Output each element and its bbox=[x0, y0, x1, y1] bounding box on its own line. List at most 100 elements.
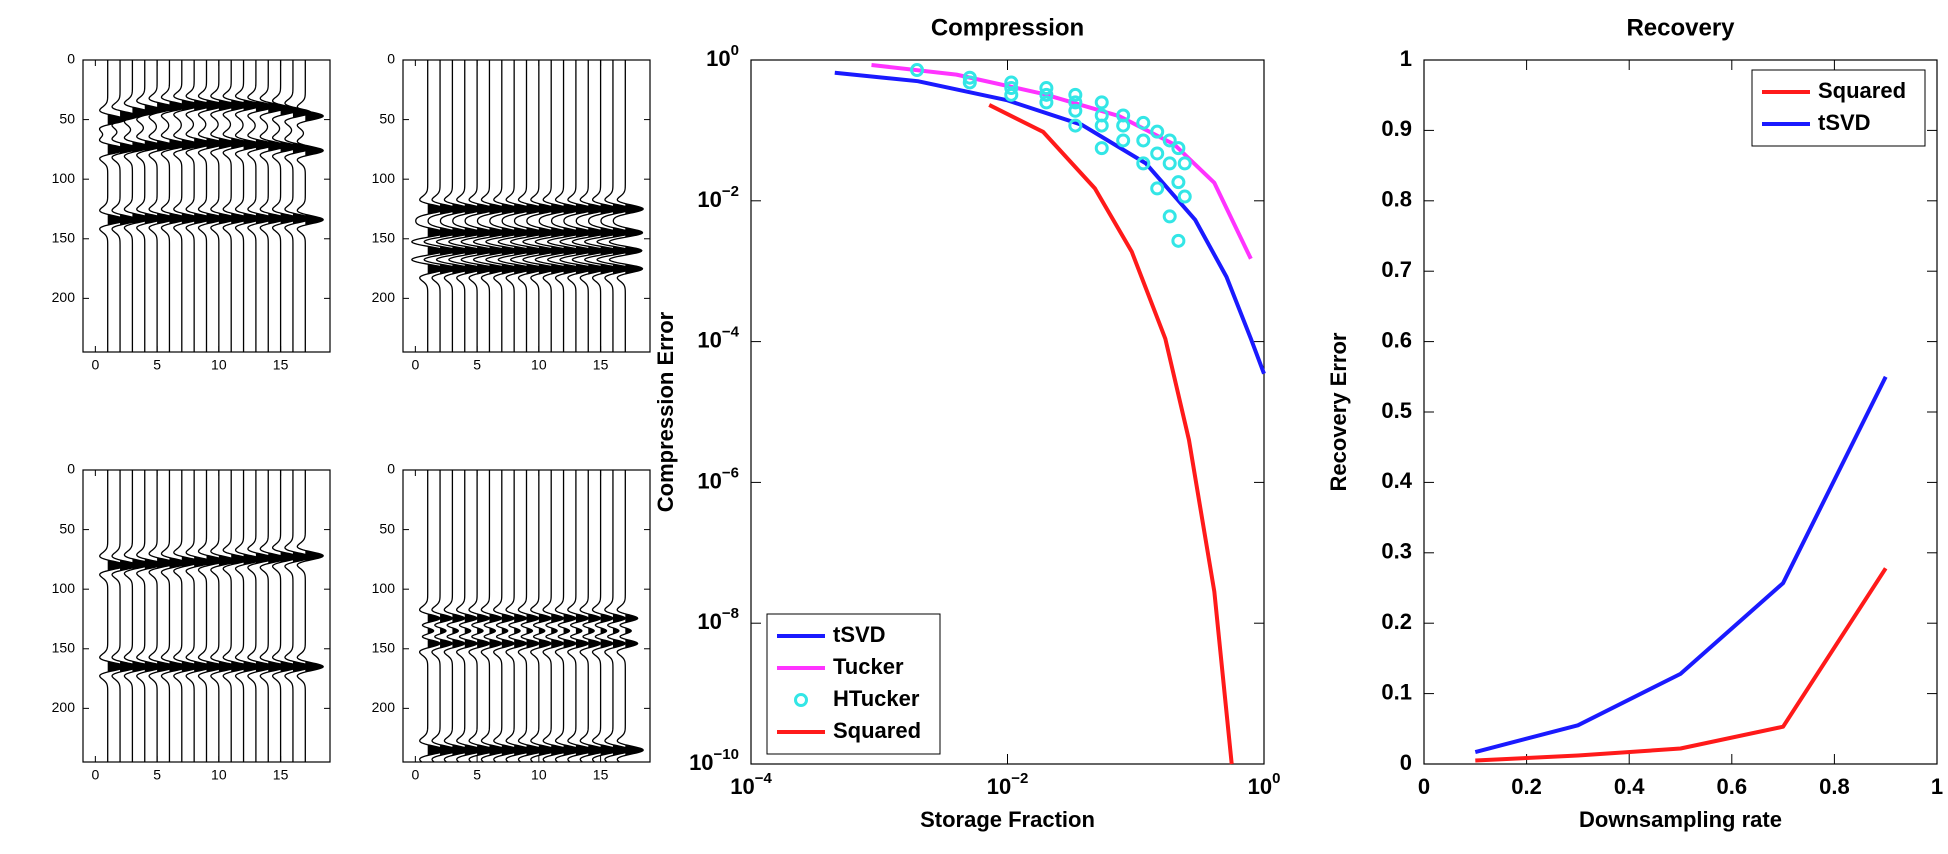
y-tick-label: 10−6 bbox=[697, 464, 739, 493]
trace-fill bbox=[464, 470, 483, 762]
y-axis-label: Compression Error bbox=[653, 311, 678, 512]
y-tick-label: 0 bbox=[67, 51, 75, 67]
trace bbox=[222, 60, 250, 352]
trace bbox=[271, 470, 300, 762]
plot-frame bbox=[1423, 59, 1938, 765]
legend-label: Squared bbox=[1818, 78, 1906, 103]
trace bbox=[210, 470, 238, 762]
y-tick-label: 0.9 bbox=[1381, 116, 1412, 141]
scatter-point bbox=[1150, 146, 1165, 161]
trace-fill bbox=[181, 470, 200, 762]
y-tick-label: 0.3 bbox=[1381, 539, 1412, 564]
trace-fill bbox=[514, 470, 533, 762]
legend-box bbox=[1751, 69, 1926, 147]
trace bbox=[123, 60, 152, 352]
trace bbox=[222, 470, 250, 762]
trace-fill bbox=[305, 470, 324, 762]
trace bbox=[123, 470, 152, 762]
scatter-point bbox=[910, 63, 925, 78]
y-tick-label: 0 bbox=[1400, 750, 1412, 775]
y-tick-label: 100 bbox=[52, 170, 76, 186]
y-tick-label: 200 bbox=[372, 289, 396, 305]
scatter-point bbox=[1039, 87, 1054, 102]
scatter-point bbox=[962, 75, 977, 90]
trace bbox=[173, 470, 201, 762]
trace bbox=[608, 60, 644, 352]
y-tick-label: 10−2 bbox=[697, 183, 739, 212]
y-tick-label: 0.4 bbox=[1381, 468, 1412, 493]
y-tick-label: 100 bbox=[706, 42, 739, 71]
y-tick-label: 50 bbox=[59, 520, 75, 536]
scatter-point bbox=[1116, 118, 1131, 133]
trace bbox=[185, 60, 213, 352]
y-tick-label: 0 bbox=[387, 461, 395, 477]
trace bbox=[418, 470, 447, 763]
trace bbox=[411, 60, 447, 352]
trace-fill bbox=[132, 470, 151, 762]
trace bbox=[460, 60, 496, 352]
chart-title: Compression bbox=[931, 14, 1084, 41]
x-tick-label: 0 bbox=[411, 767, 419, 783]
trace bbox=[485, 60, 521, 352]
trace bbox=[509, 60, 546, 352]
trace bbox=[148, 470, 176, 762]
y-tick-label: 10−10 bbox=[689, 746, 739, 775]
scatter-point bbox=[1150, 181, 1165, 196]
series-line bbox=[834, 70, 1266, 375]
trace-fill bbox=[600, 470, 619, 762]
legend-label: HTucker bbox=[833, 686, 920, 711]
trace-fill bbox=[280, 470, 299, 762]
trace-fill bbox=[243, 470, 262, 762]
y-tick-label: 150 bbox=[52, 229, 76, 245]
series-line bbox=[1475, 567, 1888, 763]
legend-label: Tucker bbox=[833, 654, 904, 679]
trace bbox=[136, 470, 164, 762]
trace bbox=[210, 60, 238, 352]
trace-fill bbox=[551, 470, 570, 762]
x-tick-label: 0 bbox=[411, 357, 419, 373]
trace-fill bbox=[255, 470, 274, 762]
trace bbox=[480, 470, 509, 763]
scatter-point bbox=[1004, 81, 1019, 96]
legend-label: tSVD bbox=[1818, 110, 1871, 135]
x-tick-label: 0 bbox=[91, 357, 99, 373]
y-tick-label: 50 bbox=[379, 520, 395, 536]
trace bbox=[111, 60, 139, 352]
scatter-point bbox=[1136, 156, 1151, 171]
x-tick-label: 5 bbox=[473, 767, 481, 783]
x-tick-label: 0 bbox=[91, 767, 99, 783]
trace bbox=[591, 470, 620, 763]
scatter-point bbox=[1116, 133, 1131, 148]
trace-fill bbox=[563, 470, 582, 762]
y-tick-label: 0 bbox=[67, 461, 75, 477]
trace-fill bbox=[268, 470, 287, 762]
x-tick-label: 10 bbox=[211, 767, 227, 783]
trace bbox=[472, 60, 509, 352]
trace bbox=[284, 60, 312, 352]
y-tick-label: 1 bbox=[1400, 46, 1412, 71]
trace-fill bbox=[292, 470, 311, 762]
trace bbox=[431, 470, 459, 763]
scatter-point bbox=[1068, 95, 1083, 110]
scatter-point bbox=[1177, 156, 1192, 171]
trace bbox=[468, 470, 496, 763]
y-tick-label: 200 bbox=[52, 699, 76, 715]
y-tick-label: 150 bbox=[52, 639, 76, 655]
y-tick-label: 0 bbox=[387, 51, 395, 67]
trace bbox=[596, 60, 632, 352]
scatter-point bbox=[962, 70, 977, 85]
trace-fill bbox=[588, 470, 607, 762]
trace bbox=[448, 60, 484, 352]
scatter-point bbox=[1068, 103, 1083, 118]
scatter-point bbox=[1136, 133, 1151, 148]
trace bbox=[435, 60, 472, 352]
scatter-point bbox=[1162, 209, 1177, 224]
y-tick-label: 0.5 bbox=[1381, 398, 1412, 423]
y-tick-label: 150 bbox=[372, 229, 396, 245]
trace bbox=[247, 470, 275, 762]
scatter-point bbox=[1150, 124, 1165, 139]
y-tick-label: 0.6 bbox=[1381, 327, 1412, 352]
trace bbox=[505, 470, 533, 763]
trace bbox=[583, 60, 620, 352]
y-tick-label: 100 bbox=[372, 170, 396, 186]
